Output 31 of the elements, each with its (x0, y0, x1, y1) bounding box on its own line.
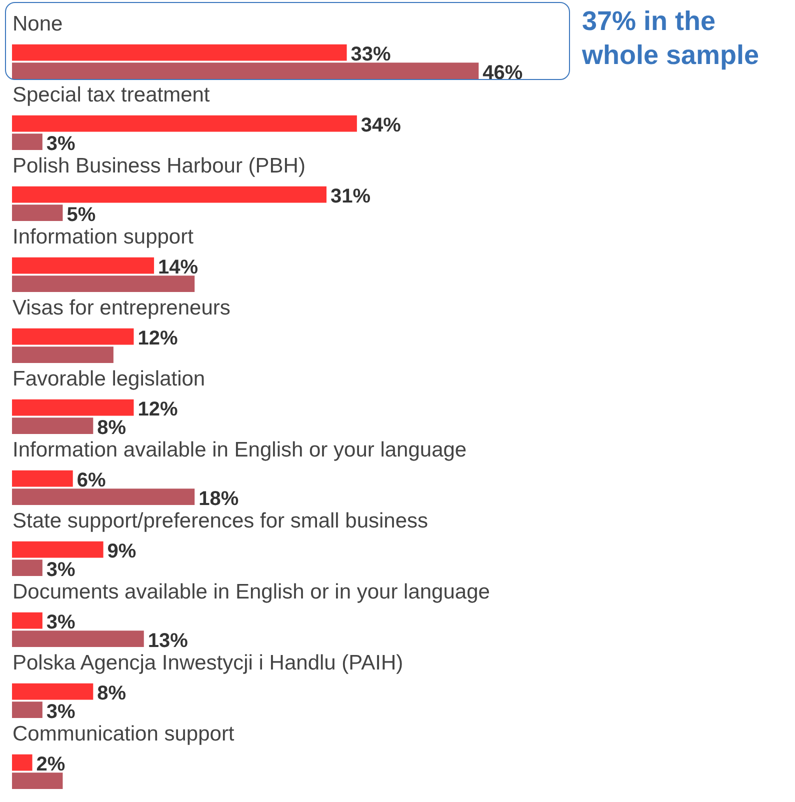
data-label: 8% (97, 416, 126, 439)
data-label: 31% (330, 186, 371, 208)
text: 37% in the whole sample (582, 5, 760, 72)
data-label: 9% (107, 540, 136, 563)
y-tick-label: Favorable legislation (12, 368, 206, 390)
y-tick-label: Polish Business Harbour (PBH) (12, 154, 306, 178)
y-tick-label: Information support (12, 226, 194, 248)
data-label: 6% (76, 470, 106, 492)
data-label: 3% (46, 558, 76, 581)
data-label: 5% (66, 204, 96, 226)
y-tick-label: Special tax treatment (12, 84, 210, 106)
data-label: 13% (148, 630, 188, 652)
data-label: 3% (46, 700, 76, 723)
y-tick-label: None (12, 12, 63, 36)
data-label: 12% (138, 398, 178, 421)
data-label: 34% (360, 114, 402, 137)
data-label: 14% (158, 256, 198, 279)
data-label: 3% (46, 132, 76, 155)
data-label: 12% (138, 328, 178, 350)
data-label: 46% (482, 62, 523, 84)
y-tick-label: Visas for entrepreneurs (12, 296, 230, 320)
data-label: 18% (198, 488, 239, 510)
y-tick-label: Communication support (12, 722, 234, 746)
y-tick-label: Information available in English or your language (12, 438, 467, 462)
data-label: 2% (36, 754, 66, 776)
data-label: 33% (350, 44, 392, 66)
y-tick-label: Polska Agencja Inwestycji i Handlu (PAIH) (12, 652, 404, 674)
y-tick-label: State support/preferences for small business (12, 510, 428, 532)
data-label: 8% (97, 682, 126, 705)
y-tick-label: Documents available in English or in your language (12, 580, 490, 604)
data-label: 3% (46, 612, 76, 634)
